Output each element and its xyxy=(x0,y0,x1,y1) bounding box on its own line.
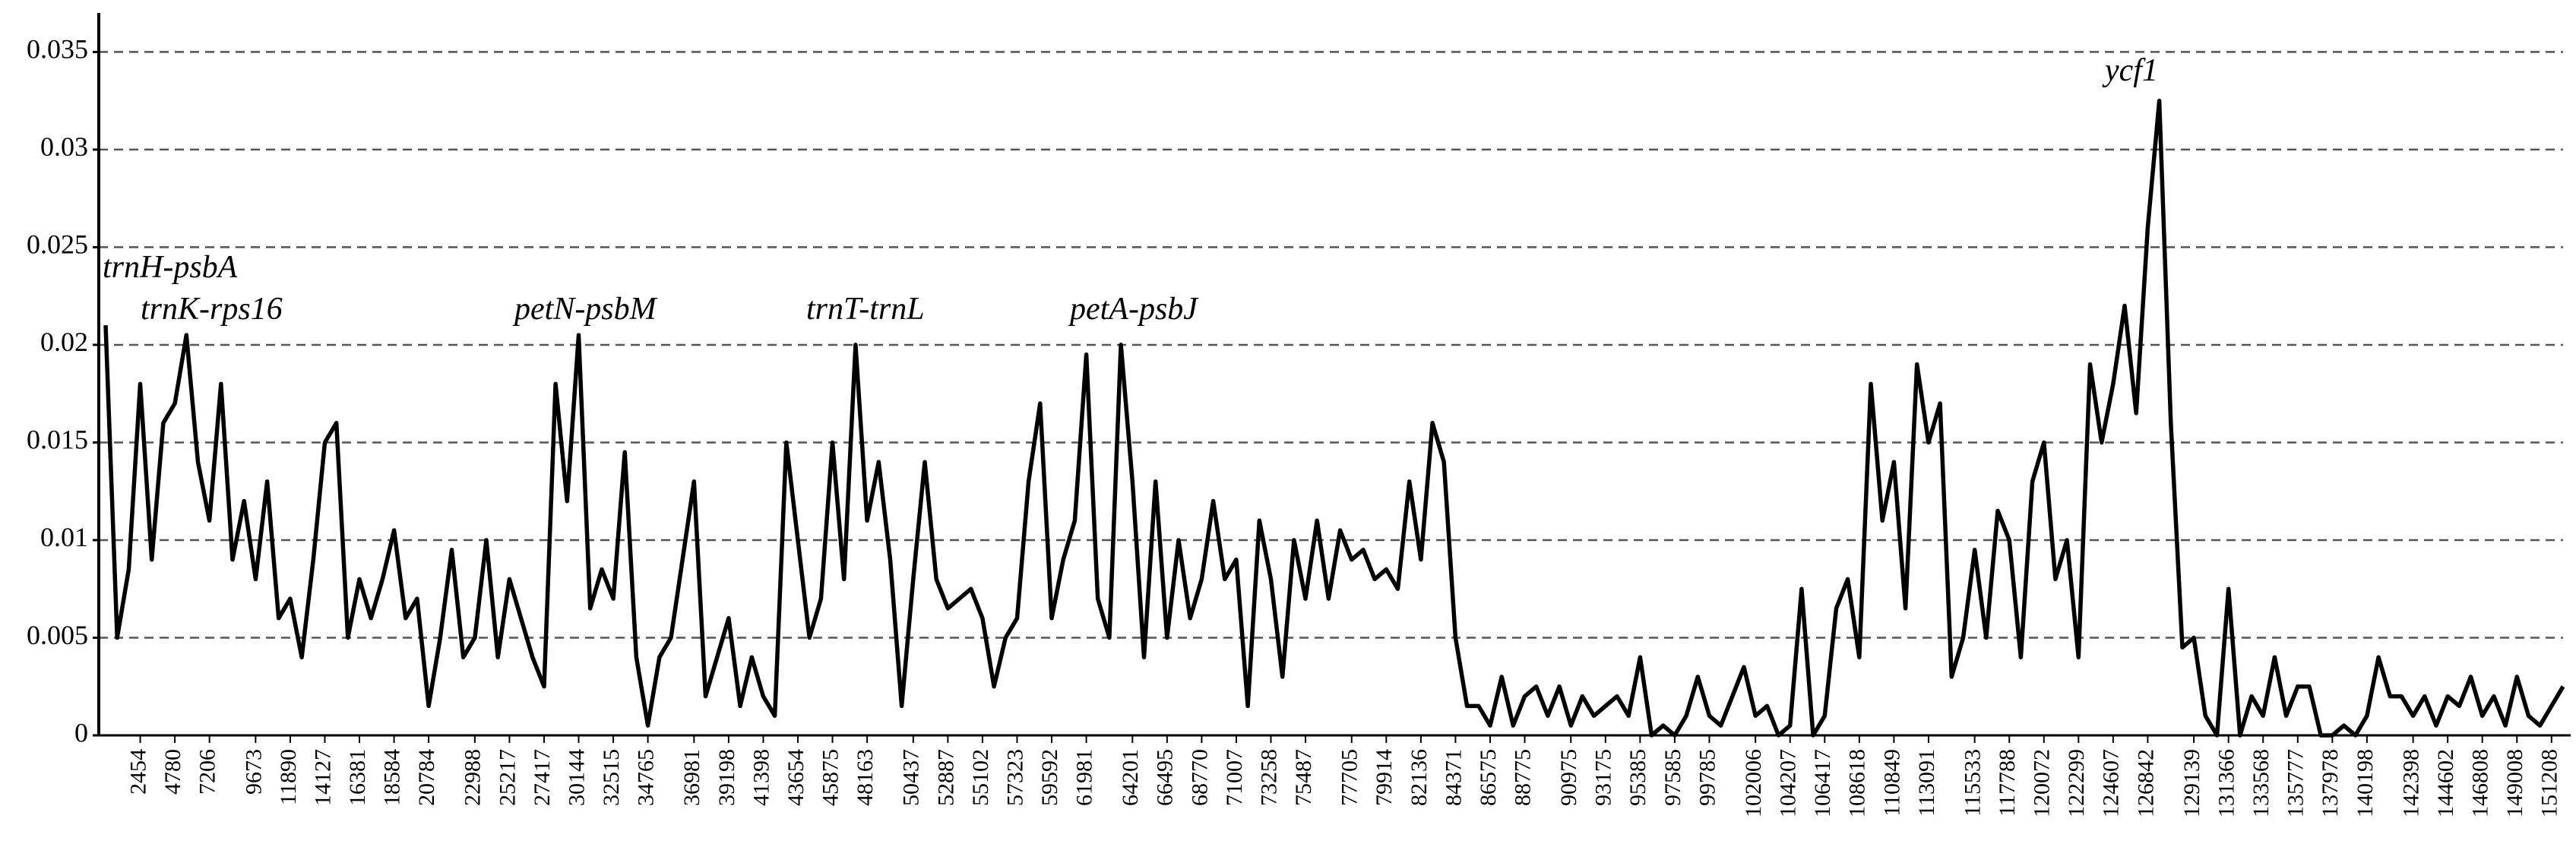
x-tick-label: 2454 xyxy=(125,749,150,795)
y-tick-label: 0.02 xyxy=(40,327,88,357)
x-tick-label: 86575 xyxy=(1476,749,1501,806)
x-tick-label: 79914 xyxy=(1372,749,1397,806)
x-tick-label: 110849 xyxy=(1879,749,1904,817)
x-tick-label: 104207 xyxy=(1776,749,1801,817)
annotation: trnK-rps16 xyxy=(141,292,283,327)
y-tick-label: 0.01 xyxy=(40,522,88,552)
x-tick-label: 71007 xyxy=(1222,749,1247,806)
x-tick-label: 66495 xyxy=(1153,749,1178,806)
x-tick-label: 34765 xyxy=(633,749,658,806)
x-tick-label: 142398 xyxy=(2399,749,2424,817)
x-tick-label: 84371 xyxy=(1441,749,1466,806)
x-tick-label: 14127 xyxy=(310,749,335,806)
x-tick-label: 133568 xyxy=(2248,749,2274,817)
x-tick-label: 30144 xyxy=(564,749,589,806)
x-tick-label: 25217 xyxy=(495,749,520,806)
x-tick-label: 146808 xyxy=(2468,749,2493,817)
x-tick-label: 32515 xyxy=(599,749,624,806)
x-tick-label: 151208 xyxy=(2537,749,2562,817)
x-tick-label: 144602 xyxy=(2433,749,2458,817)
x-tick-label: 7206 xyxy=(195,749,220,795)
x-tick-label: 97585 xyxy=(1660,749,1685,806)
x-tick-label: 99785 xyxy=(1695,749,1720,806)
x-tick-label: 41398 xyxy=(748,749,774,806)
x-tick-label: 106417 xyxy=(1810,749,1835,817)
x-tick-label: 137978 xyxy=(2318,749,2343,817)
x-tick-label: 90975 xyxy=(1556,749,1581,806)
x-tick-label: 73258 xyxy=(1256,749,1281,806)
x-tick-label: 11890 xyxy=(276,749,301,805)
x-tick-label: 135777 xyxy=(2283,749,2309,817)
y-tick-label: 0 xyxy=(74,717,88,747)
x-tick-label: 27417 xyxy=(530,749,555,806)
x-tick-label: 36981 xyxy=(679,749,704,806)
x-tick-label: 18584 xyxy=(379,749,404,806)
x-tick-label: 75487 xyxy=(1291,749,1316,806)
x-tick-label: 140198 xyxy=(2353,749,2378,817)
x-tick-label: 102006 xyxy=(1741,749,1766,817)
x-tick-label: 48163 xyxy=(853,749,878,806)
x-tick-label: 61981 xyxy=(1071,749,1097,806)
y-tick-label: 0.025 xyxy=(27,229,88,260)
x-tick-label: 120072 xyxy=(2030,749,2055,817)
annotation: ycf1 xyxy=(2102,53,2158,88)
x-tick-label: 108618 xyxy=(1845,749,1870,817)
x-tick-label: 68770 xyxy=(1187,749,1212,806)
x-tick-label: 131366 xyxy=(2214,749,2239,817)
x-tick-label: 113091 xyxy=(1914,749,1939,817)
x-tick-label: 9673 xyxy=(241,749,266,795)
x-tick-label: 149008 xyxy=(2502,749,2527,817)
x-tick-label: 39198 xyxy=(714,749,739,806)
x-tick-label: 52887 xyxy=(933,749,958,806)
y-tick-label: 0.03 xyxy=(40,131,88,162)
annotation: trnT-trnL xyxy=(806,292,925,327)
annotation: trnH-psbA xyxy=(103,250,238,285)
x-tick-label: 64201 xyxy=(1118,749,1143,806)
x-tick-label: 20784 xyxy=(414,749,439,806)
x-tick-label: 4780 xyxy=(160,749,185,795)
x-tick-label: 115533 xyxy=(1960,749,1986,817)
annotation: petN-psbM xyxy=(512,292,658,327)
y-tick-label: 0.015 xyxy=(27,425,88,455)
x-tick-label: 88775 xyxy=(1510,749,1535,806)
x-tick-label: 22988 xyxy=(460,749,486,806)
y-tick-label: 0.005 xyxy=(27,620,88,650)
x-tick-label: 45875 xyxy=(818,749,843,806)
x-tick-label: 129139 xyxy=(2179,749,2204,817)
x-tick-label: 82136 xyxy=(1407,749,1432,806)
x-tick-label: 93175 xyxy=(1591,749,1616,806)
x-tick-label: 55102 xyxy=(968,749,993,806)
annotation: petA-psbJ xyxy=(1068,292,1199,327)
x-tick-label: 122299 xyxy=(2064,749,2089,817)
y-tick-label: 0.035 xyxy=(27,34,88,65)
x-tick-label: 126842 xyxy=(2133,749,2158,817)
x-tick-label: 95385 xyxy=(1625,749,1650,806)
x-tick-label: 59592 xyxy=(1037,749,1062,806)
x-tick-label: 124607 xyxy=(2099,749,2124,817)
x-tick-label: 50437 xyxy=(899,749,924,806)
x-tick-label: 77705 xyxy=(1337,749,1362,806)
x-tick-label: 43654 xyxy=(783,749,809,806)
x-tick-label: 16381 xyxy=(345,749,370,806)
x-tick-label: 57323 xyxy=(1002,749,1027,806)
x-tick-label: 117788 xyxy=(1995,749,2020,817)
data-line xyxy=(103,98,2565,738)
